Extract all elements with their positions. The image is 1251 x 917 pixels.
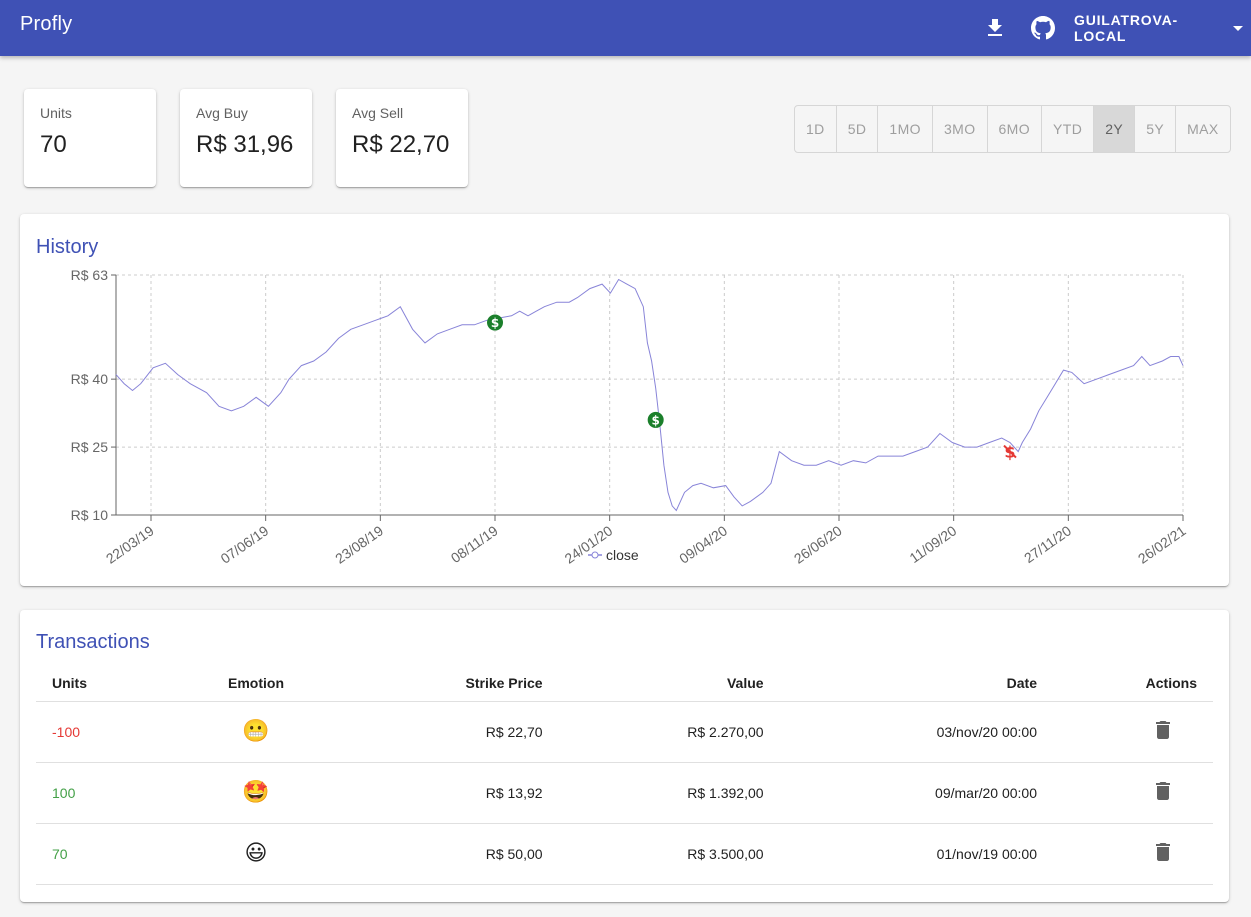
x-tick-label: 26/06/20 [791,522,845,566]
column-header-emotion: Emotion [176,665,336,702]
column-header-strike-price: Strike Price [336,665,559,702]
range-button-5y[interactable]: 5Y [1135,106,1177,152]
transactions-card: Transactions Units Emotion Strike Price … [20,610,1229,902]
cell-date: 09/mar/20 00:00 [779,762,1053,824]
stat-value: R$ 31,96 [196,131,294,158]
grinning-face-icon: 😃 [244,841,268,866]
stat-label: Avg Buy [196,105,248,121]
trash-icon [1156,721,1170,739]
range-button-1d[interactable]: 1D [795,106,837,152]
delete-button[interactable] [1151,718,1175,745]
history-card: History R$ 63 R$ 40 R$ 25 R$ 10 22/03/19 07/0… [20,214,1229,586]
sell-marker-strike [1003,444,1017,459]
github-icon [1031,16,1055,40]
download-icon [988,19,1002,36]
stat-card-avg-sell: Avg Sell R$ 22,70 [336,89,468,187]
cell-units: 100 [36,762,176,824]
cell-date: 03/nov/20 00:00 [779,701,1053,763]
app-title: Profly [20,13,73,35]
trash-icon [1156,843,1170,861]
stat-value: 70 [40,131,67,158]
y-tick-label: R$ 40 [71,371,109,387]
chevron-down-icon [1233,25,1243,31]
stat-label: Units [40,105,72,121]
x-tick-label: 26/02/21 [1135,522,1189,566]
user-name: GUILATROVA-LOCAL [1074,12,1178,44]
x-tick-label: 23/08/19 [332,522,386,566]
cell-units: -100 [36,701,176,763]
cell-emotion: 😬 [176,701,336,763]
stat-card-avg-buy: Avg Buy R$ 31,96 [180,89,312,187]
buy-marker-glyph: $ [491,316,499,330]
cell-value: R$ 1.392,00 [558,762,780,824]
dollar-circle-icon [487,314,504,331]
range-selector: 1D 5D 1MO 3MO 6MO YTD 2Y 5Y MAX [794,105,1231,153]
table-row: 70 😃 R$ 50,00 R$ 3.500,00 01/nov/19 00:00 [36,823,1213,885]
cell-actions [1053,701,1213,763]
column-header-actions: Actions [1053,665,1213,702]
series-line-close [115,278,1184,512]
column-header-value: Value [558,665,780,702]
y-tick-label: R$ 25 [71,439,109,455]
table-row: -100 😬 R$ 22,70 R$ 2.270,00 03/nov/20 00:00 [36,701,1213,763]
trash-icon [1156,782,1170,800]
delete-button[interactable] [1151,779,1175,806]
cell-strike-price: R$ 50,00 [336,823,559,885]
range-button-5d[interactable]: 5D [837,106,879,152]
x-tick-label: 08/11/19 [448,522,501,566]
range-button-max[interactable]: MAX [1187,121,1219,137]
range-button-ytd[interactable]: YTD [1042,106,1095,152]
range-button-2y[interactable]: 2Y [1094,106,1136,152]
y-tick-label: R$ 63 [71,267,109,283]
history-title: History [36,236,99,258]
table-header-row: Units Emotion Strike Price Value Date Ac… [36,665,1213,702]
x-tick-label: 22/03/19 [103,522,157,566]
buy-marker-glyph: $ [651,413,659,427]
x-tick-label: 11/09/20 [906,522,959,566]
x-tick-label: 27/11/20 [1021,522,1074,566]
table-row: 100 🤩 R$ 13,92 R$ 1.392,00 09/mar/20 00:00 [36,762,1213,824]
app-bar: Profly GUILATROVA-LOCAL [0,0,1251,56]
cell-emotion: 🤩 [176,762,336,824]
grimacing-face-icon: 😬 [242,719,270,744]
stat-value: R$ 22,70 [352,131,450,158]
user-menu[interactable]: GUILATROVA-LOCAL [1066,8,1251,48]
cell-actions [1053,762,1213,824]
legend-label-close: close [606,547,639,563]
cell-units: 70 [36,823,176,885]
legend-swatch-dot [591,551,599,559]
column-header-units: Units [36,665,176,702]
github-button[interactable] [1023,8,1063,48]
stat-label: Avg Sell [352,105,404,121]
range-button-3mo[interactable]: 3MO [933,106,988,152]
x-tick-label: 09/04/20 [676,522,730,566]
cell-date: 01/nov/19 00:00 [779,823,1053,885]
stat-card-units: Units 70 [24,89,156,187]
dollar-circle-icon [647,411,664,428]
star-struck-icon: 🤩 [242,780,270,805]
range-button-1mo[interactable]: 1MO [878,106,933,152]
range-button-6mo[interactable]: 6MO [988,106,1043,152]
y-tick-label: R$ 10 [71,507,109,523]
delete-button[interactable] [1151,840,1175,867]
download-button[interactable] [975,8,1015,48]
cell-value: R$ 2.270,00 [558,701,780,763]
cell-strike-price: R$ 13,92 [336,762,559,824]
cell-actions [1053,823,1213,885]
transactions-title: Transactions [36,631,150,653]
cell-strike-price: R$ 22,70 [336,701,559,763]
column-header-date: Date [779,665,1053,702]
cell-emotion: 😃 [176,823,336,885]
x-tick-label: 07/06/19 [218,522,272,566]
transactions-table: Units Emotion Strike Price Value Date Ac… [36,665,1213,885]
cell-value: R$ 3.500,00 [558,823,780,885]
